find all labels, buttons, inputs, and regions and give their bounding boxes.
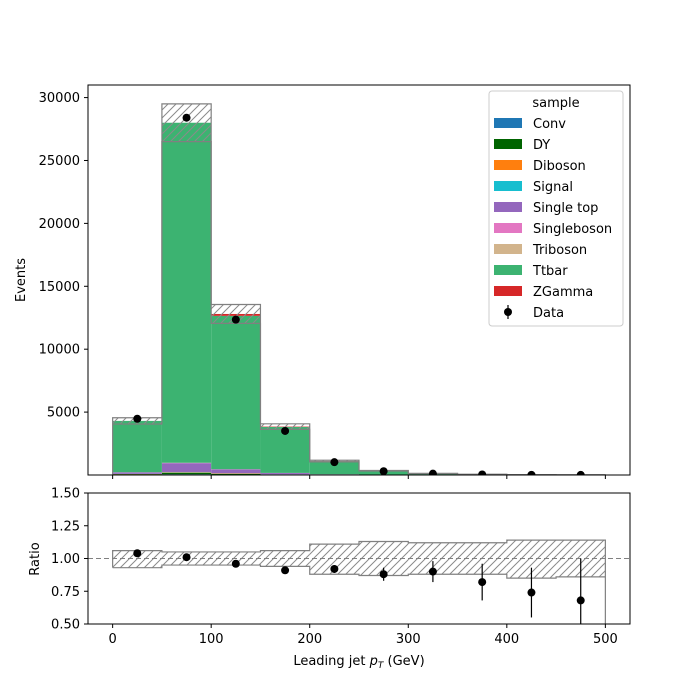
bar-single-top-bin-0 (112, 472, 162, 474)
main-y-tick-label: 30000 (39, 91, 80, 106)
ratio-point-bin-4 (330, 564, 339, 573)
x-tick-label: 200 (297, 632, 322, 647)
data-point-bin-7 (478, 470, 487, 475)
legend-label: Singleboson (533, 222, 612, 237)
legend-label: Diboson (533, 159, 586, 174)
bar-dy-bin-0 (112, 474, 162, 475)
ratio-point-bin-0 (133, 549, 142, 558)
legend-swatch-singleboson (494, 223, 522, 233)
mc-uncertainty-band-bin-1 (161, 103, 212, 142)
ratio-band-lower-edge (112, 564, 606, 579)
legend-label: Single top (533, 201, 598, 216)
bar-single-top-bin-3 (260, 473, 310, 475)
ratio-point-bin-2 (231, 559, 240, 568)
data-point-bin-0 (133, 414, 142, 423)
main-panel-frame (87, 84, 631, 476)
bar-ttbar-bin-4 (309, 461, 359, 475)
ratio-point-bin-1 (182, 553, 191, 562)
legend-swatch-conv (494, 118, 522, 128)
ratio-uncertainty-band-bin-3 (260, 550, 310, 567)
ratio-y-axis: 0.50 0.75 1.00 1.25 1.50 (51, 487, 88, 633)
data-point-bin-5 (379, 467, 388, 475)
ratio-y-axis-label: Ratio (28, 542, 43, 575)
ratio-y-tick-label: 0.75 (51, 585, 80, 600)
bar-single-top-bin-1 (161, 463, 212, 472)
x-tick-label: 500 (593, 632, 618, 647)
x-tick-label: 400 (494, 632, 519, 647)
legend-data-marker (504, 308, 512, 316)
ratio-point-bin-9 (576, 596, 585, 605)
legend-swatch-zgamma (494, 286, 522, 296)
data-point-bin-6 (428, 469, 437, 475)
ratio-point-bin-6 (428, 567, 437, 576)
legend-label: ZGamma (533, 285, 593, 300)
legend-swatch-signal (494, 181, 522, 191)
data-point-bin-4 (330, 458, 339, 467)
main-y-tick-label: 15000 (39, 280, 80, 295)
ratio-panel: 0.50 0.75 1.00 1.25 1.50 0 100 200 300 400 500 Ra… (28, 487, 631, 671)
ratio-uncertainty-band-bin-0 (112, 550, 162, 568)
mc-uncertainty-band-bin-3 (260, 423, 310, 430)
bar-dy-bin-1 (161, 472, 212, 475)
ratio-point-bin-7 (478, 578, 487, 587)
ratio-x-axis: 0 100 200 300 400 500 (108, 624, 618, 647)
bar-single-top-bin-2 (211, 469, 261, 474)
main-y-tick-label: 20000 (39, 217, 80, 232)
legend-label: Conv (533, 117, 566, 132)
main-panel: 5000 10000 15000 20000 25000 30000 Events (14, 84, 631, 479)
bar-ttbar-bin-2 (211, 315, 261, 470)
ratio-y-tick-label: 1.00 (51, 552, 80, 567)
bar-ttbar-bin-1 (161, 122, 212, 463)
x-axis-label: Leading jet pT (GeV) (293, 654, 424, 671)
main-y-axis: 5000 10000 15000 20000 25000 30000 (39, 91, 88, 421)
legend-swatch-ttbar (494, 265, 522, 275)
main-x-axis (112, 475, 606, 479)
ratio-point-bin-8 (527, 588, 536, 597)
x-tick-label: 0 (108, 632, 116, 647)
legend-label: Ttbar (532, 264, 568, 279)
ratio-band-upper-edge (112, 539, 606, 624)
legend: sample Conv DY Diboson Signal Single top Sing… (488, 90, 624, 327)
legend-swatch-triboson (494, 244, 522, 254)
ratio-y-tick-label: 1.50 (51, 487, 80, 502)
main-y-tick-label: 25000 (39, 154, 80, 169)
data-point-bin-8 (527, 470, 536, 475)
x-tick-label: 300 (396, 632, 421, 647)
bar-diboson-bin-1 (161, 472, 212, 473)
legend-swatch-single-top (494, 202, 522, 212)
data-point-bin-1 (182, 113, 191, 122)
ratio-y-tick-label: 0.50 (51, 618, 80, 633)
main-y-tick-label: 10000 (39, 343, 80, 358)
bar-dy-bin-2 (211, 473, 261, 475)
ratio-point-bin-3 (281, 566, 290, 575)
mc-uncertainty-band-bin-2 (211, 304, 261, 324)
main-y-tick-label: 5000 (47, 406, 80, 421)
ratio-point-bin-5 (379, 570, 388, 579)
legend-label: DY (533, 138, 550, 153)
legend-title: sample (532, 96, 579, 111)
data-point-bin-3 (281, 426, 290, 435)
legend-label: Triboson (532, 243, 587, 258)
data-point-bin-9 (576, 470, 585, 475)
legend-swatch-diboson (494, 160, 522, 170)
data-point-bin-2 (231, 315, 240, 324)
legend-frame (488, 90, 624, 327)
legend-label: Signal (533, 180, 573, 195)
x-tick-label: 100 (199, 632, 224, 647)
legend-swatch-dy (494, 139, 522, 149)
bar-ttbar-bin-0 (112, 420, 162, 473)
main-y-axis-label: Events (14, 258, 29, 302)
ratio-y-tick-label: 1.25 (51, 519, 80, 534)
legend-label: Data (533, 306, 564, 321)
